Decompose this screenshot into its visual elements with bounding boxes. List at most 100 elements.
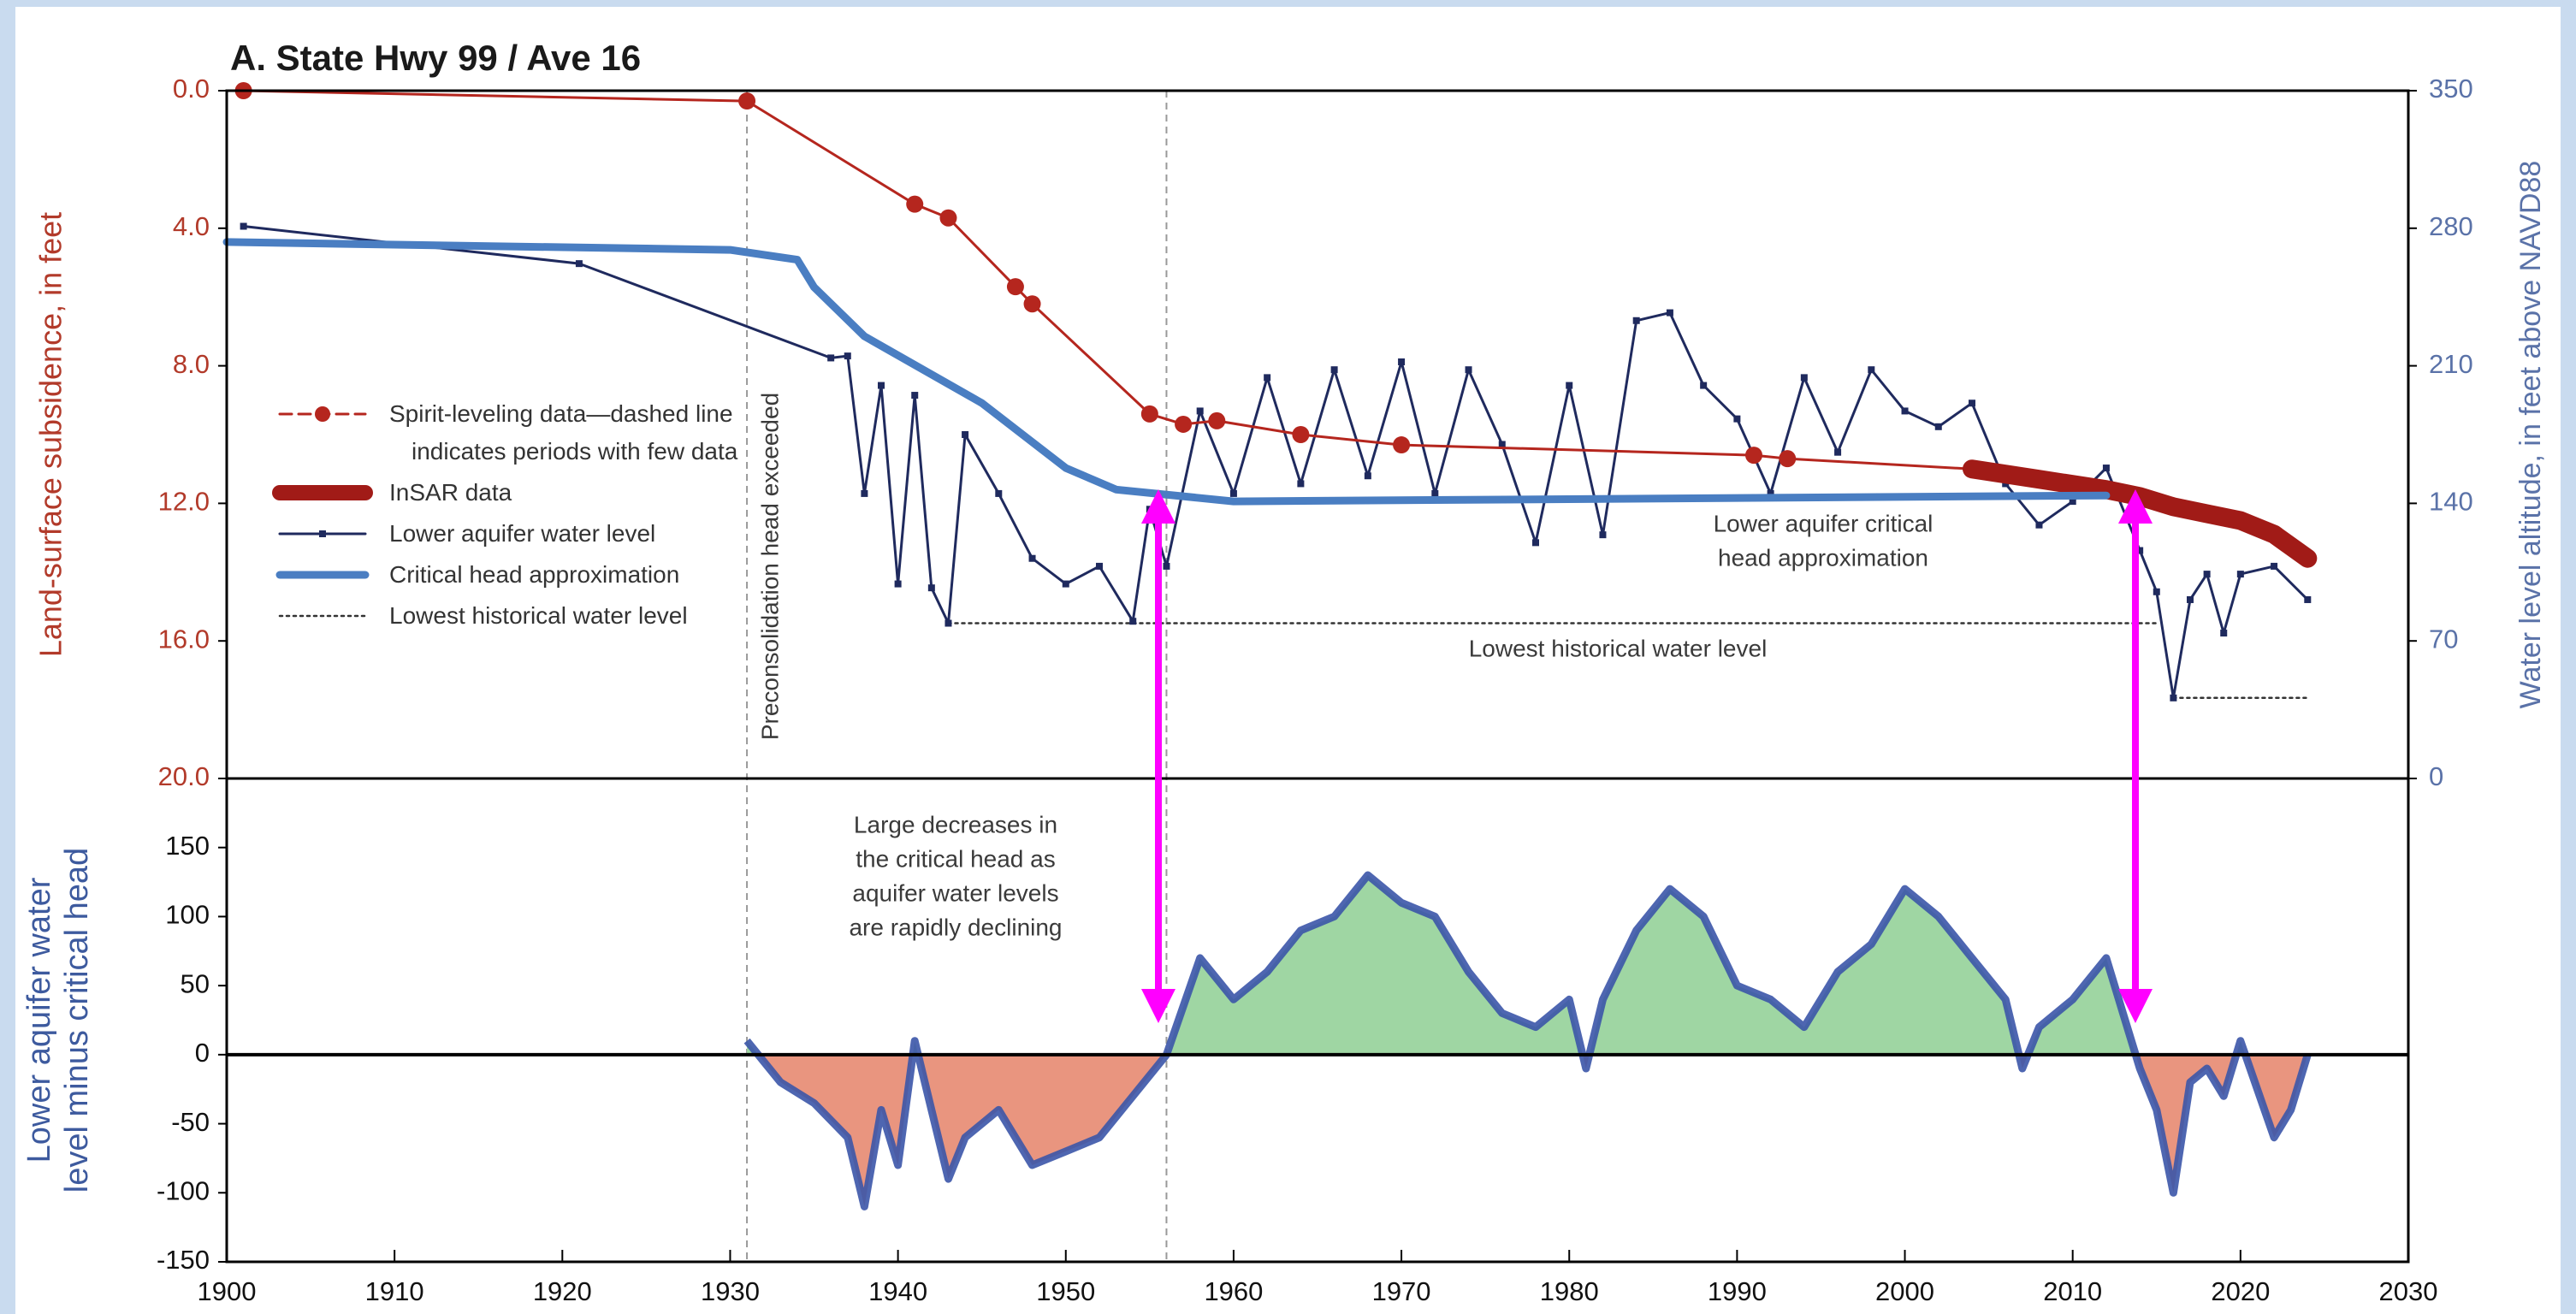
data-point <box>1632 317 1640 324</box>
y-tick-label: 20.0 <box>158 761 210 791</box>
x-tick-label: 2030 <box>2379 1276 2438 1306</box>
data-point <box>1532 539 1539 547</box>
data-point <box>878 382 885 389</box>
data-point <box>575 260 583 268</box>
y-tick-label: 0.0 <box>173 74 210 104</box>
annotation: Lowest historical water level <box>1469 635 1768 661</box>
legend-swatch <box>275 571 370 579</box>
data-point <box>1096 562 1103 570</box>
y-axis-label: Lower aquifer water <box>21 877 57 1163</box>
legend-label: Lower aquifer water level <box>389 520 656 547</box>
data-point <box>1146 506 1153 513</box>
data-point <box>2220 630 2228 637</box>
data-point <box>1700 382 1708 389</box>
legend-entry: Critical head approximation <box>271 556 802 594</box>
y2-axis-label: Water level altitude, in feet above NAVD… <box>2514 161 2547 709</box>
data-point <box>945 619 952 627</box>
data-point <box>1767 489 1774 497</box>
legend-entry: Lowest historical water level <box>271 597 802 635</box>
legend-swatch <box>278 406 367 422</box>
data-point <box>1297 480 1305 488</box>
data-point <box>939 209 957 227</box>
legend-label: InSAR data <box>389 479 512 506</box>
legend-marker <box>315 406 330 422</box>
x-tick-label: 1980 <box>1540 1276 1599 1306</box>
data-point <box>1969 400 1975 407</box>
x-tick-label: 1960 <box>1204 1276 1263 1306</box>
data-point <box>1229 489 1237 497</box>
data-point <box>962 431 969 438</box>
data-point <box>2203 571 2211 578</box>
data-point <box>1599 531 1607 539</box>
annotation: are rapidly declining <box>849 914 1062 940</box>
data-point <box>1733 415 1741 423</box>
data-point <box>1934 423 1942 430</box>
data-point <box>2170 694 2177 701</box>
data-point <box>2187 595 2194 603</box>
y-tick-label: -50 <box>171 1107 210 1137</box>
data-point <box>1006 278 1024 296</box>
x-tick-label: 1940 <box>868 1276 927 1306</box>
series-line <box>1963 459 2318 568</box>
data-point <box>1566 382 1573 389</box>
data-point <box>1196 407 1204 415</box>
data-point <box>1175 415 1193 433</box>
data-point <box>827 354 835 362</box>
y-tick-label: 0 <box>195 1038 210 1068</box>
data-point <box>906 195 924 213</box>
legend-label: Lowest historical water level <box>389 602 688 629</box>
legend-entry: InSAR data <box>271 474 802 512</box>
data-point <box>1834 448 1842 456</box>
data-point <box>1868 366 1875 374</box>
data-point <box>1901 407 1909 415</box>
legend-swatch <box>272 485 373 500</box>
data-point <box>2002 480 2010 488</box>
data-point <box>927 584 935 592</box>
y2-tick-label: 140 <box>2429 487 2473 517</box>
data-point <box>1398 358 1406 366</box>
data-point <box>2236 571 2244 578</box>
annotation: aquifer water levels <box>852 879 1058 906</box>
data-point <box>1779 450 1797 468</box>
y2-tick-label: 210 <box>2429 349 2473 379</box>
legend-label: Critical head approximation <box>389 561 680 588</box>
y2-tick-label: 280 <box>2429 211 2473 241</box>
data-point <box>1208 411 1226 429</box>
legend-swatch <box>278 614 367 618</box>
y2-tick-label: 350 <box>2429 74 2473 104</box>
data-point <box>240 222 247 230</box>
data-point <box>1163 562 1170 570</box>
y2-tick-label: 70 <box>2429 624 2458 654</box>
data-point <box>1129 618 1137 625</box>
data-point <box>738 92 756 110</box>
data-point <box>1062 580 1069 588</box>
data-point <box>1028 554 1036 562</box>
legend: Spirit-leveling data—dashed line indicat… <box>271 395 802 638</box>
x-tick-label: 1970 <box>1372 1276 1431 1306</box>
x-tick-label: 1930 <box>701 1276 760 1306</box>
series-line <box>743 871 2312 1210</box>
data-point <box>2153 588 2160 595</box>
y-tick-label: 8.0 <box>173 349 210 379</box>
data-point <box>1498 441 1506 448</box>
y-tick-label: 150 <box>165 831 210 861</box>
chart-title: A. State Hwy 99 / Ave 16 <box>230 38 641 78</box>
data-point <box>995 489 1003 497</box>
data-point <box>1666 309 1673 317</box>
data-point <box>1330 366 1338 374</box>
annotation: head approximation <box>1718 544 1928 571</box>
data-point <box>1292 426 1310 443</box>
data-point <box>2069 498 2076 506</box>
data-point <box>2304 595 2312 603</box>
annotation: the critical head as <box>856 845 1055 872</box>
data-point <box>1465 366 1472 374</box>
data-point <box>1364 472 1371 480</box>
y-axis-label: Land-surface subsidence, in feet <box>33 212 68 657</box>
annotation: Preconsolidation head exceeded <box>756 393 783 740</box>
y-axis-label: level minus critical head <box>59 848 95 1193</box>
x-tick-label: 2010 <box>2043 1276 2102 1306</box>
y-tick-label: 16.0 <box>158 624 210 654</box>
data-point <box>1800 374 1808 382</box>
data-point <box>1431 489 1439 497</box>
